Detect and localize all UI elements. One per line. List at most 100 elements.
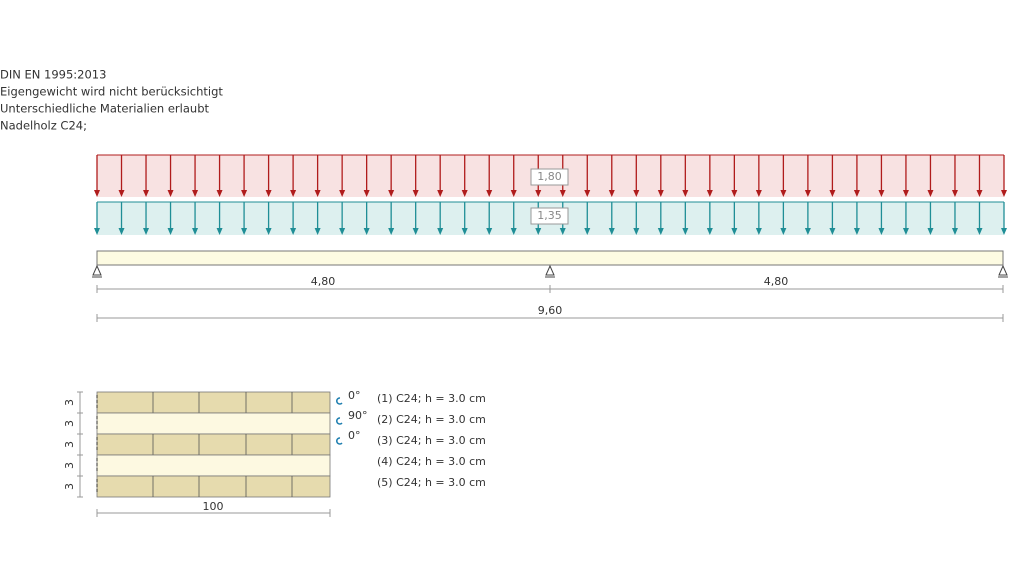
layer — [96, 391, 331, 414]
load-label-box — [530, 168, 569, 186]
layer — [96, 412, 331, 435]
arrow-head — [755, 190, 762, 197]
arrow-head — [216, 228, 223, 235]
arrow-head — [388, 190, 395, 197]
arrow-head — [388, 228, 395, 235]
rotation-icon — [336, 437, 343, 445]
arrow-head — [192, 190, 199, 197]
arrow-head — [706, 190, 713, 197]
arrow-head — [584, 228, 591, 235]
arrow-head — [976, 190, 983, 197]
arrow-head — [682, 190, 689, 197]
arrow-head — [290, 190, 297, 197]
arrow-head — [731, 190, 738, 197]
arrow-head — [510, 228, 517, 235]
thickness-label: 3 — [63, 483, 76, 490]
arrow-head — [657, 190, 664, 197]
arrow-head — [437, 228, 444, 235]
arrow-head — [584, 190, 591, 197]
layer-label: (4) C24; h = 3.0 cm — [377, 455, 486, 468]
arrow-head — [143, 190, 150, 197]
arrow-head — [192, 228, 199, 235]
arrow-head — [265, 190, 272, 197]
thickness-label: 3 — [63, 399, 76, 406]
header-line: DIN EN 1995:2013 — [0, 68, 106, 82]
arrow-head — [143, 228, 150, 235]
arrow-head — [167, 228, 174, 235]
arrow-head — [461, 190, 468, 197]
arrow-head — [608, 190, 615, 197]
arrow-head — [951, 190, 958, 197]
arrow-head — [878, 190, 885, 197]
arrow-head — [780, 190, 787, 197]
arrow-head — [486, 190, 493, 197]
layer-label: (2) C24; h = 3.0 cm — [377, 413, 486, 426]
arrow-head — [535, 228, 542, 235]
layer — [96, 454, 331, 477]
header-line: Eigengewicht wird nicht berücksichtigt — [0, 85, 223, 99]
arrow-head — [608, 228, 615, 235]
arrow-head — [118, 228, 125, 235]
arrow-head — [559, 190, 566, 197]
arrow-head — [314, 228, 321, 235]
thickness-label: 3 — [63, 420, 76, 427]
thickness-label: 3 — [63, 462, 76, 469]
arrow-head — [780, 228, 787, 235]
arrow-head — [412, 190, 419, 197]
beam — [96, 250, 1004, 266]
arrow-head — [461, 228, 468, 235]
arrow-head — [829, 190, 836, 197]
arrow-head — [902, 228, 909, 235]
load-label-box — [530, 207, 569, 225]
arrow-head — [927, 190, 934, 197]
arrow-head — [437, 190, 444, 197]
arrow-head — [241, 228, 248, 235]
arrow-head — [412, 228, 419, 235]
span-label: 4,80 — [311, 275, 336, 288]
arrow-head — [559, 228, 566, 235]
arrow-head — [339, 228, 346, 235]
angle-label: 0° — [348, 389, 361, 402]
rotation-icon — [336, 417, 343, 425]
arrow-head — [731, 228, 738, 235]
arrow-head — [535, 190, 542, 197]
layer-label: (1) C24; h = 3.0 cm — [377, 392, 486, 405]
arrow-head — [167, 190, 174, 197]
thickness-label: 3 — [63, 441, 76, 448]
arrow-head — [290, 228, 297, 235]
angle-label: 90° — [348, 409, 368, 422]
rotation-icon — [336, 397, 343, 405]
layer — [96, 475, 331, 498]
layer — [96, 433, 331, 456]
arrow-head — [265, 228, 272, 235]
arrow-head — [633, 228, 640, 235]
arrow-head — [118, 190, 125, 197]
layer-label: (3) C24; h = 3.0 cm — [377, 434, 486, 447]
header-line: Nadelholz C24; — [0, 119, 87, 133]
arrow-head — [902, 190, 909, 197]
arrow-head — [657, 228, 664, 235]
arrow-head — [1001, 228, 1007, 235]
load-label: 1,35 — [537, 209, 562, 222]
arrow-head — [94, 228, 100, 235]
arrow-head — [927, 228, 934, 235]
arrow-head — [216, 190, 223, 197]
arrow-head — [363, 228, 370, 235]
arrow-head — [363, 190, 370, 197]
arrow-head — [486, 228, 493, 235]
arrow-head — [853, 190, 860, 197]
arrow-head — [804, 228, 811, 235]
arrow-head — [682, 228, 689, 235]
arrow-head — [510, 190, 517, 197]
support — [92, 264, 102, 276]
arrow-head — [951, 228, 958, 235]
support — [545, 264, 555, 276]
arrow-head — [706, 228, 713, 235]
arrow-head — [853, 228, 860, 235]
arrow-head — [755, 228, 762, 235]
arrow-head — [1001, 190, 1007, 197]
header-line: Unterschiedliche Materialien erlaubt — [0, 102, 209, 116]
layer-label: (5) C24; h = 3.0 cm — [377, 476, 486, 489]
